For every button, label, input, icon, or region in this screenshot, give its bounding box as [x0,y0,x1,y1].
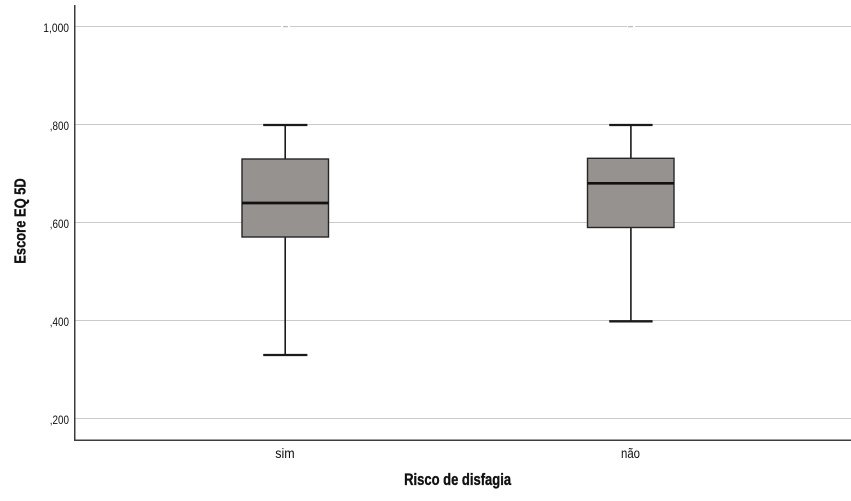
svg-text:1,000: 1,000 [43,21,69,35]
svg-text:não: não [621,446,640,461]
svg-text:,600: ,600 [50,217,69,231]
svg-text:,800: ,800 [50,119,69,133]
svg-text:sim: sim [275,446,294,461]
svg-text:,200: ,200 [50,413,69,427]
svg-text:,400: ,400 [50,315,69,329]
svg-text:Escore EQ 5D: Escore EQ 5D [13,178,30,263]
svg-text:Risco de disfagia: Risco de disfagia [404,471,512,489]
